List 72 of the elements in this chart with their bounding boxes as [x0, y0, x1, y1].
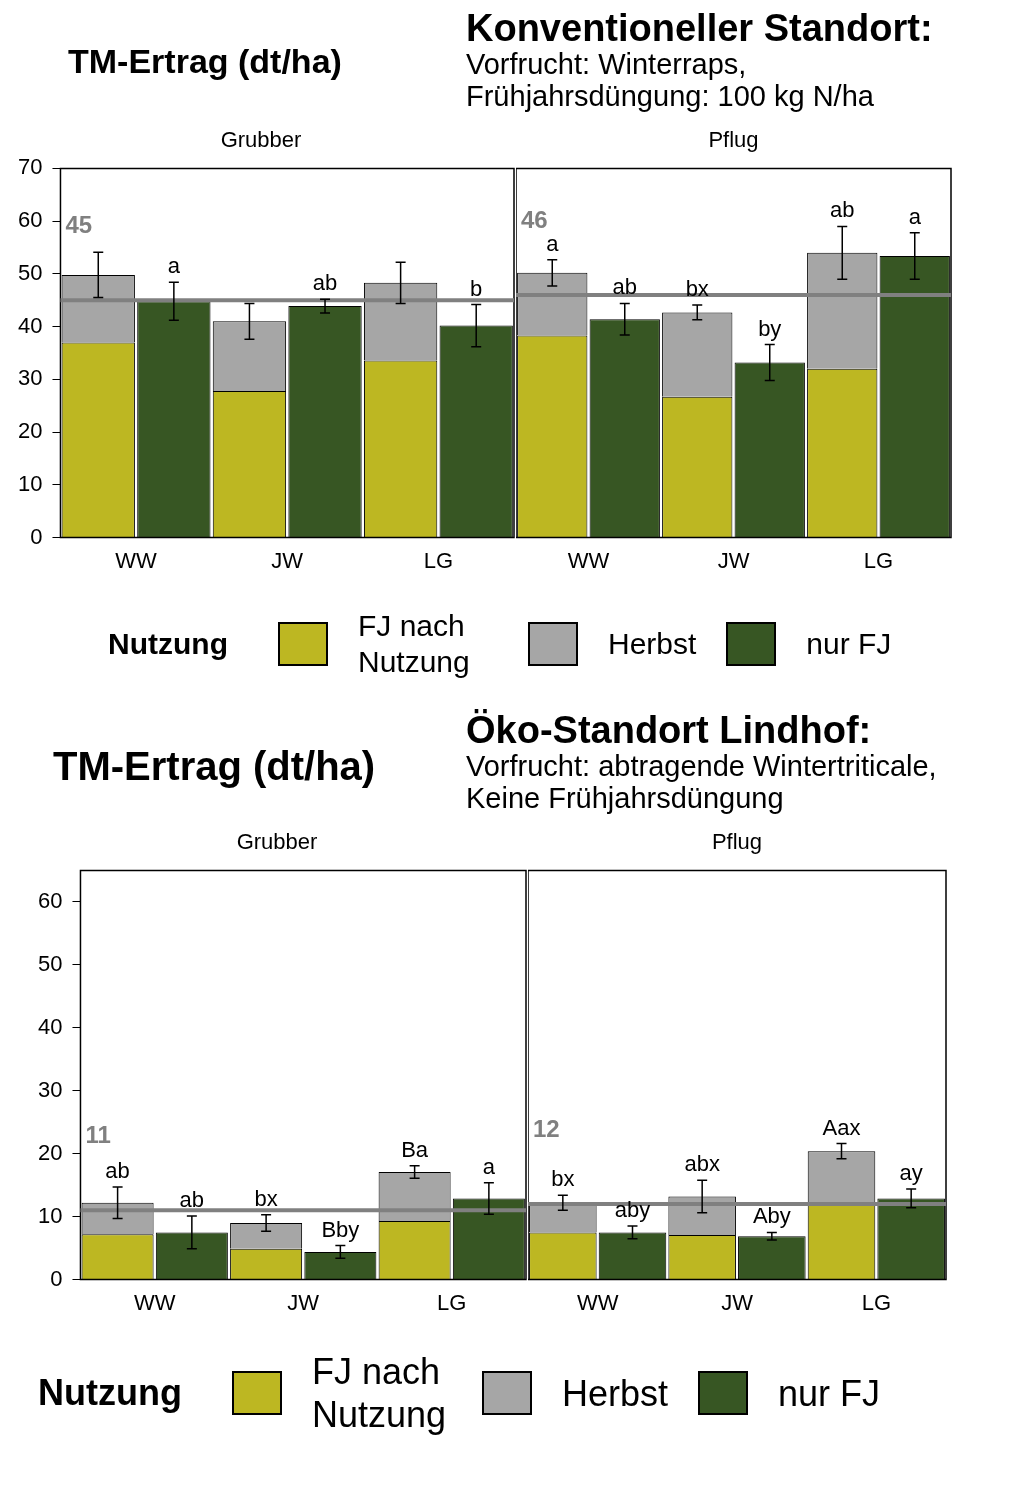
legend-title: Nutzung — [38, 1372, 182, 1415]
data-label: bx — [551, 1166, 575, 1192]
y-tick-label: 40 — [37, 1013, 63, 1039]
data-label: a — [167, 253, 181, 279]
data-label: bx — [254, 1185, 278, 1211]
data-label: Ba — [401, 1136, 429, 1162]
chart-title: Grubber — [236, 829, 318, 855]
y-tick-label: 60 — [37, 887, 63, 913]
x-tick-label: LG — [437, 1289, 467, 1315]
y-tick-label: 0 — [30, 523, 43, 549]
y-tick-label: 0 — [50, 1265, 63, 1291]
data-label: bx — [685, 276, 709, 302]
y-tick-label: 10 — [37, 1202, 63, 1228]
data-label: abx — [684, 1151, 720, 1177]
text: Keine Frühjahrsdüngung — [466, 782, 785, 814]
text: Vorfrucht: abtragende Wintertriticale, — [466, 750, 938, 782]
text: Vorfrucht: Winterraps, — [466, 48, 748, 80]
data-label: a — [908, 203, 922, 229]
x-tick-label: LG — [863, 547, 894, 573]
y-tick-label: 20 — [37, 1139, 63, 1165]
data-label: by — [758, 315, 782, 341]
ref-line-label: 46 — [521, 205, 548, 233]
data-label: ab — [612, 274, 637, 300]
ref-line-label: 12 — [533, 1114, 560, 1142]
data-label: aby — [614, 1197, 651, 1223]
y-tick-label: 50 — [37, 950, 63, 976]
y-tick-label: 10 — [17, 470, 43, 496]
ref-line-label: 45 — [65, 210, 93, 238]
data-label: a — [482, 1153, 496, 1179]
y-tick-label: 70 — [17, 154, 43, 180]
x-tick-label: LG — [861, 1289, 892, 1315]
x-tick-label: WW — [115, 547, 158, 573]
y-tick-label: 40 — [17, 312, 43, 338]
x-tick-label: WW — [133, 1289, 176, 1315]
data-label: Aby — [752, 1203, 791, 1229]
chart-title: Grubber — [220, 127, 302, 153]
x-tick-label: WW — [567, 547, 610, 573]
legend-label: nur FJ — [777, 1371, 881, 1415]
x-tick-label: JW — [287, 1289, 320, 1315]
ref-line-label: 11 — [85, 1120, 111, 1148]
chart-title: Pflug — [711, 829, 763, 855]
data-label: ab — [312, 270, 338, 296]
y-tick-label: 30 — [17, 365, 43, 391]
text: Konventioneller Standort: — [466, 7, 934, 49]
x-tick-label: JW — [721, 1289, 754, 1315]
chart-title: Pflug — [708, 127, 759, 153]
legend-label: FJ nach Nutzung — [357, 608, 471, 680]
data-label: b — [470, 275, 483, 301]
x-tick-label: LG — [423, 547, 454, 573]
x-tick-label: WW — [576, 1289, 619, 1315]
y-axis-title: TM-Ertrag (dt/ha) — [68, 42, 342, 81]
data-label: ab — [830, 197, 855, 223]
y-tick-label: 30 — [37, 1076, 63, 1102]
data-label: Bby — [321, 1216, 360, 1242]
data-label: a — [546, 230, 560, 256]
y-axis-title: TM-Ertrag (dt/ha) — [53, 744, 376, 789]
y-tick-label: 20 — [17, 418, 43, 444]
text: Öko-Standort Lindhof: — [466, 709, 873, 751]
x-tick-label: JW — [271, 547, 304, 573]
text: Frühjahrsdüngung: 100 kg N/ha — [466, 80, 875, 112]
legend-label: Herbst — [561, 1371, 668, 1415]
legend-label: FJ nach Nutzung — [311, 1350, 448, 1437]
data-label: ab — [105, 1158, 130, 1184]
y-tick-label: 60 — [17, 207, 43, 233]
data-label: ab — [179, 1187, 205, 1213]
data-label: ay — [899, 1160, 923, 1186]
legend-title: Nutzung — [108, 627, 228, 661]
legend-label: Herbst — [607, 626, 697, 662]
y-tick-label: 50 — [17, 259, 43, 285]
legend-label: nur FJ — [806, 626, 892, 662]
x-tick-label: JW — [717, 547, 750, 573]
data-label: Aax — [822, 1114, 861, 1140]
